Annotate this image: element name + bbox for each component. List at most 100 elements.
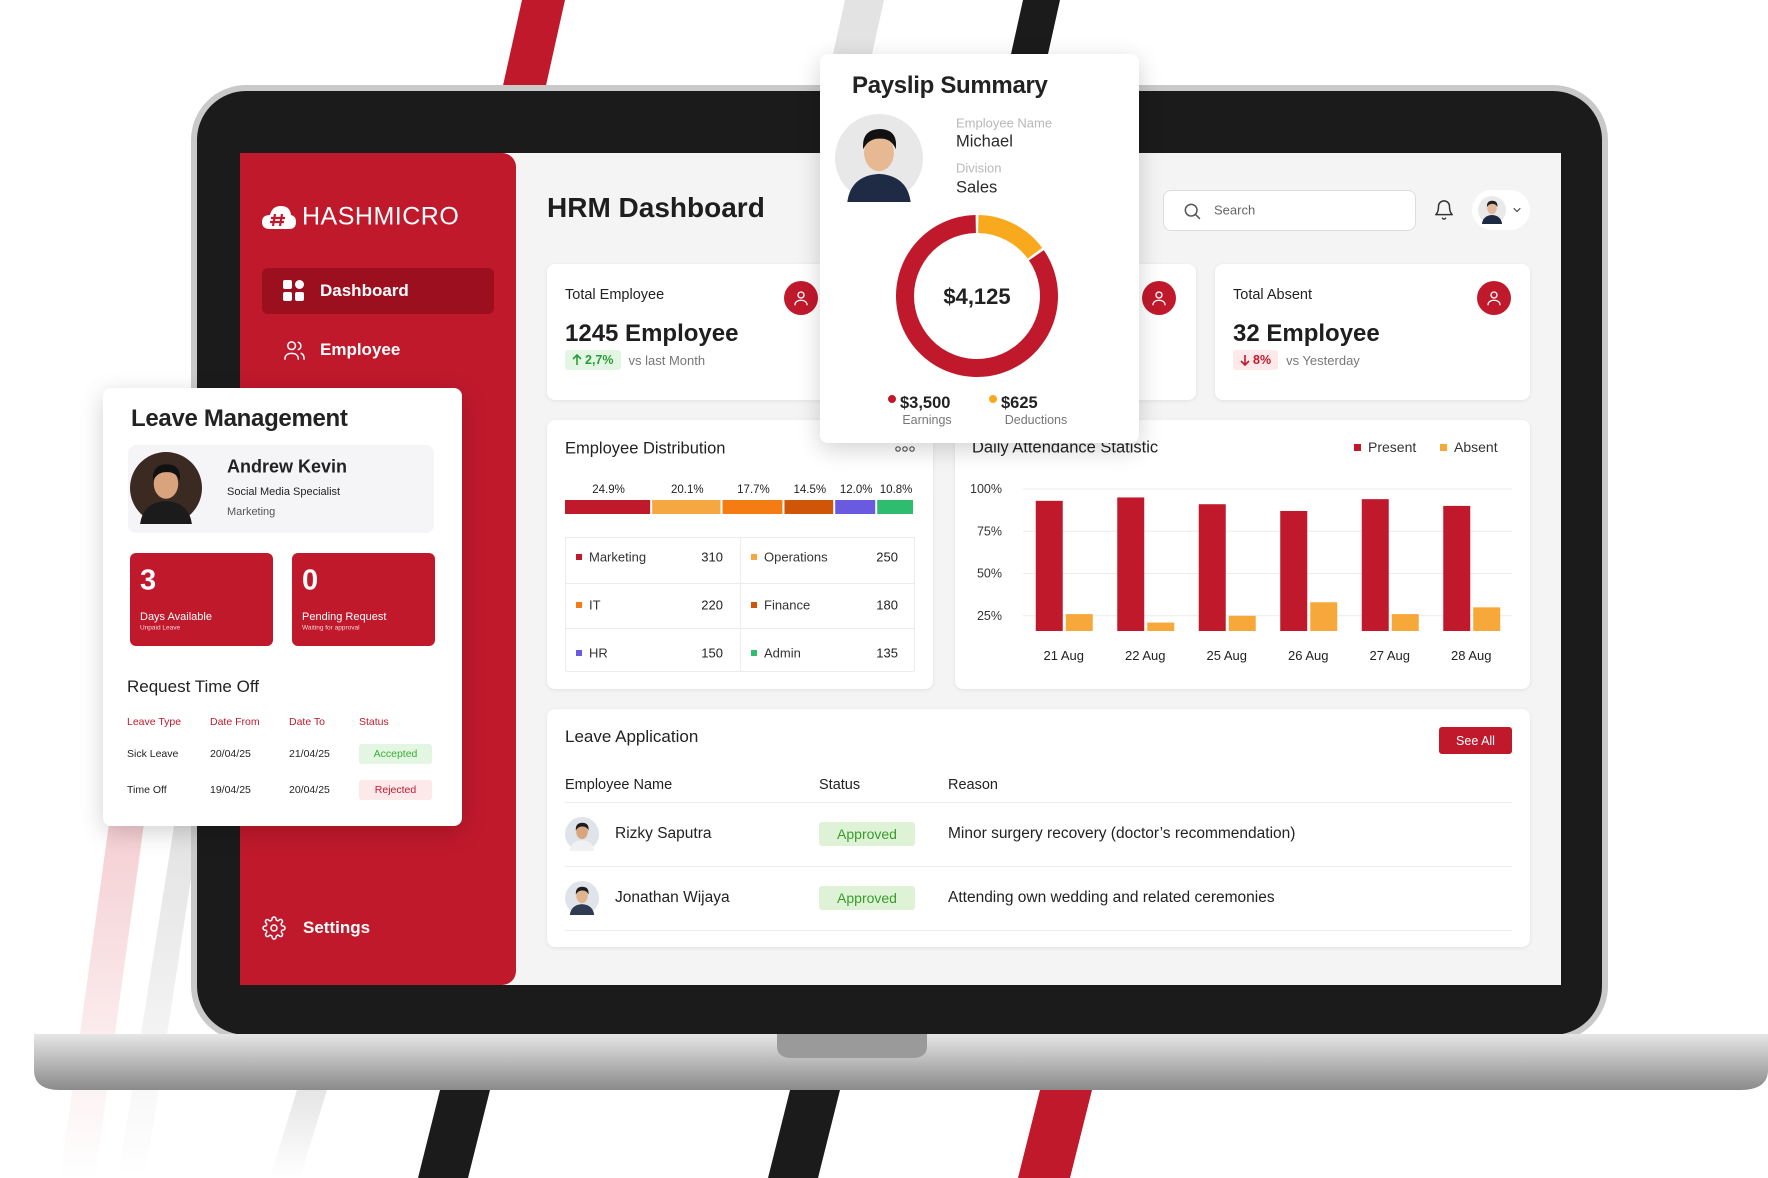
avatar (1478, 196, 1506, 224)
leave-reason: Minor surgery recovery (doctor’s recomme… (948, 825, 1296, 842)
card-title: Daily Attendance Statistic (972, 438, 1159, 457)
laptop-base (34, 1034, 1768, 1090)
balance-label: Days Available (140, 611, 212, 623)
x-tick-label: 22 Aug (1125, 648, 1166, 663)
laptop-notch (777, 1034, 927, 1058)
category-count: 220 (701, 597, 723, 613)
column-header: Employee Name (565, 777, 673, 793)
stat-icon-glyph (1487, 291, 1501, 306)
nav-icon (283, 280, 304, 301)
card-title: Employee Distribution (565, 439, 726, 458)
segment-label: 20.1% (671, 484, 704, 496)
x-tick-label: 26 Aug (1288, 648, 1329, 663)
profile-menu[interactable] (1472, 190, 1530, 230)
donut-total: $4,125 (943, 284, 1010, 309)
request-cell: 21/04/25 (289, 748, 330, 760)
legend-dot (989, 395, 997, 403)
x-tick-label: 27 Aug (1370, 648, 1411, 663)
chevron (1513, 208, 1521, 212)
legend-value: $625 (1001, 394, 1038, 412)
column-header: Reason (948, 777, 998, 793)
bar (1065, 614, 1093, 631)
stat-icon-glyph-shape (1152, 291, 1166, 306)
column-header: Date To (289, 716, 325, 728)
notification-bell[interactable] (1433, 199, 1455, 221)
column-header: Status (359, 716, 389, 728)
legend-swatch (576, 554, 582, 560)
legend-swatch (576, 602, 582, 608)
category-name: HR (589, 645, 608, 661)
avatar (130, 452, 202, 524)
field-value: Michael (956, 132, 1013, 151)
trend-arrow-shape (1240, 355, 1250, 366)
stat-icon-glyph (1152, 291, 1166, 306)
nav-icon-cell (295, 280, 304, 289)
category-count: 150 (701, 645, 723, 661)
balance-note: Unpaid Leave (140, 624, 181, 632)
stat-label: Total Employee (565, 287, 665, 303)
stat-change-value: 2,7% (585, 353, 614, 367)
category-name: Admin (764, 645, 801, 661)
avatar-hair (152, 464, 180, 481)
status-pill: Approved (819, 886, 915, 910)
button-label: See All (1456, 733, 1495, 748)
avatar (835, 114, 923, 202)
bar (1361, 499, 1389, 631)
avatar-body (1481, 215, 1503, 224)
avatar (565, 817, 599, 851)
segment-label: 10.8% (880, 484, 913, 496)
request-cell: 19/04/25 (210, 784, 251, 796)
payslip-card: Payslip Summary Employee Name Michael Divis… (820, 54, 1139, 443)
trend-arrow-shape (572, 354, 582, 365)
status-pill: Approved (819, 822, 915, 846)
stat-change-row: 2,7% vs last Month (565, 350, 705, 370)
nav-icon (284, 341, 305, 360)
balance-note: Waiting for approval (302, 624, 360, 632)
bar (1117, 497, 1145, 631)
card-title: Leave Application (565, 727, 699, 746)
distribution-card: Employee Distribution 24.9% 20.1% 17.7% 14.5… (547, 420, 933, 689)
category-count: 310 (701, 549, 723, 565)
section-title: Request Time Off (127, 677, 259, 696)
search-placeholder: Search (1214, 202, 1256, 218)
see-all-button[interactable]: See All (1439, 727, 1512, 754)
search-box[interactable]: Search (1163, 190, 1416, 231)
stripe (768, 1090, 840, 1178)
request-cell: Time Off (127, 784, 167, 796)
field-label: Division (956, 160, 1002, 176)
page-title: HRM Dashboard (547, 192, 765, 223)
request-cell: 20/04/25 (289, 784, 330, 796)
row-divider (565, 866, 1512, 867)
legend-label: Absent (1454, 439, 1498, 455)
legend-value: $3,500 (900, 394, 950, 412)
balance-card: 0 Pending Request Waiting for approval (292, 553, 435, 646)
stripe (1018, 1090, 1092, 1178)
balance-card: 3 Days Available Unpaid Leave (130, 553, 273, 646)
row-divider (565, 802, 1512, 803)
nav-item: Dashboard (320, 281, 409, 300)
avatar-head (864, 134, 894, 172)
distribution-segment (722, 500, 783, 514)
legend-swatch (1440, 444, 1447, 451)
legend-swatch (1354, 444, 1361, 451)
category-count: 250 (876, 549, 898, 565)
x-tick-label: 25 Aug (1207, 648, 1248, 663)
legend-label: Earnings (902, 413, 951, 427)
status-label: Rejected (374, 784, 417, 796)
nav-item: Employee (320, 340, 401, 359)
distribution-segment (565, 500, 651, 514)
distribution-table: Marketing 310 Operations 250 IT 220 Finance 180… (565, 537, 915, 672)
card-title: Payslip Summary (852, 72, 1048, 99)
brand-hash (270, 213, 285, 227)
x-tick-label: 28 Aug (1451, 648, 1492, 663)
column-header: Leave Type (127, 716, 182, 728)
category-name: Marketing (589, 549, 647, 565)
segment-label: 14.5% (794, 484, 827, 496)
stat-icon-glyph-shape (1487, 291, 1501, 306)
bar (1198, 504, 1226, 631)
stat-card: Total Employee 1245 Employee 2,7% vs last M… (547, 264, 837, 400)
field-label: Employee Name (956, 115, 1053, 131)
legend-swatch (576, 650, 582, 656)
table-divider (566, 628, 914, 629)
